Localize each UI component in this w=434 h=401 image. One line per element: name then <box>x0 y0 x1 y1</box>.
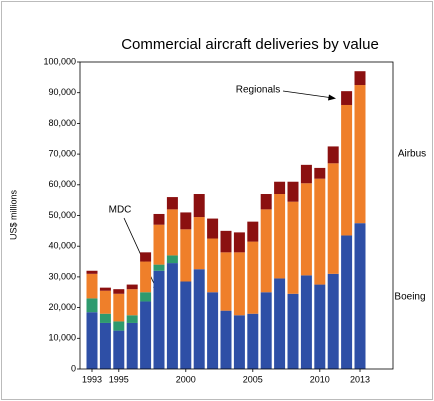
bar-segment <box>233 252 245 316</box>
bar-segment <box>300 183 312 276</box>
bar-segment <box>314 284 326 369</box>
y-tick-label: 100,000 <box>43 56 76 66</box>
bar-segment <box>247 221 259 242</box>
bar-segment <box>354 85 366 224</box>
bar-segment <box>341 104 353 236</box>
bar-segment <box>86 273 98 299</box>
y-tick-label: 20,000 <box>48 302 76 312</box>
bar-segment <box>166 255 178 264</box>
bar-segment <box>126 284 138 290</box>
bar-segment <box>341 235 353 369</box>
bar-segment <box>274 278 286 369</box>
y-tick-label: 90,000 <box>48 87 76 97</box>
series-label: Regionals <box>236 85 280 96</box>
bar-segment <box>86 312 98 369</box>
bar-segment <box>287 293 299 369</box>
bar-segment <box>99 322 111 369</box>
bar-segment <box>99 287 111 291</box>
bar-segment <box>140 301 152 369</box>
bar-segment <box>354 223 366 369</box>
x-tick-label: 2013 <box>350 374 370 384</box>
bar-segment <box>126 322 138 369</box>
x-tick-label: 2000 <box>176 374 196 384</box>
x-tick-label: 2010 <box>310 374 330 384</box>
bar-segment <box>314 167 326 179</box>
bar-segment <box>314 178 326 285</box>
bar-segment <box>274 194 286 279</box>
y-axis-label: US$ millions <box>8 189 18 240</box>
bar-segment <box>247 241 259 314</box>
x-tick-label: 2005 <box>243 374 263 384</box>
bar-segment <box>193 194 205 218</box>
bar-segment <box>287 201 299 294</box>
series-label: Airbus <box>398 149 426 160</box>
bar-segment <box>247 313 259 369</box>
bar-segment <box>193 269 205 369</box>
bar-segment <box>220 230 232 253</box>
bar-segment <box>166 209 178 256</box>
arrow <box>282 90 334 99</box>
x-tick-label: 1995 <box>109 374 129 384</box>
bar-segment <box>140 261 152 293</box>
bar-segment <box>233 232 245 253</box>
y-tick-label: 50,000 <box>48 210 76 220</box>
series-label: MDC <box>109 205 132 216</box>
bar-segment <box>99 313 111 323</box>
bar-segment <box>220 310 232 369</box>
bar-segment <box>180 229 192 282</box>
bar-segment <box>300 275 312 369</box>
y-tick-label: 10,000 <box>48 333 76 343</box>
bar-segment <box>207 292 219 369</box>
y-tick-label: 0 <box>71 363 76 373</box>
bar-segment <box>153 264 165 271</box>
bar-segment <box>126 289 138 316</box>
bar-segment <box>113 289 125 294</box>
bar-segment <box>260 194 272 210</box>
bar-segment <box>287 181 299 202</box>
bar-segment <box>166 263 178 369</box>
bar-segment <box>260 209 272 293</box>
bar-segment <box>99 290 111 314</box>
bar-segment <box>220 252 232 311</box>
y-tick-label: 80,000 <box>48 118 76 128</box>
bar-segment <box>140 292 152 302</box>
y-tick-label: 40,000 <box>48 241 76 251</box>
bar-segment <box>327 163 339 274</box>
bar-segment <box>341 91 353 105</box>
chart-title: Commercial aircraft deliveries by value <box>121 36 379 53</box>
bar-segment <box>327 146 339 164</box>
bar-segment <box>233 315 245 369</box>
y-tick-label: 70,000 <box>48 148 76 158</box>
bar-segment <box>113 293 125 322</box>
bar-segment <box>113 321 125 331</box>
bar-segment <box>180 212 192 230</box>
bar-segment <box>260 292 272 369</box>
bar-segment <box>180 281 192 369</box>
bar-segment <box>126 315 138 323</box>
bar-segment <box>274 181 286 195</box>
bar-segment <box>86 270 98 274</box>
y-tick-label: 60,000 <box>48 179 76 189</box>
bar-segment <box>193 217 205 270</box>
y-tick-label: 30,000 <box>48 271 76 281</box>
plot-frame <box>79 61 394 370</box>
series-label: Boeing <box>394 292 425 303</box>
arrow-head <box>328 94 336 101</box>
bar-segment <box>207 218 219 239</box>
bar-segment <box>153 224 165 265</box>
bar-segment <box>354 71 366 86</box>
x-tick-label: 1993 <box>82 374 102 384</box>
bar-segment <box>327 273 339 369</box>
bar-segment <box>86 298 98 313</box>
bar-segment <box>113 330 125 369</box>
bar-segment <box>153 213 165 225</box>
bar-segment <box>153 270 165 369</box>
arrow <box>123 217 157 289</box>
bar-segment <box>166 197 178 210</box>
bar-segment <box>140 252 152 262</box>
bar-segment <box>207 238 219 293</box>
bar-segment <box>300 164 312 184</box>
